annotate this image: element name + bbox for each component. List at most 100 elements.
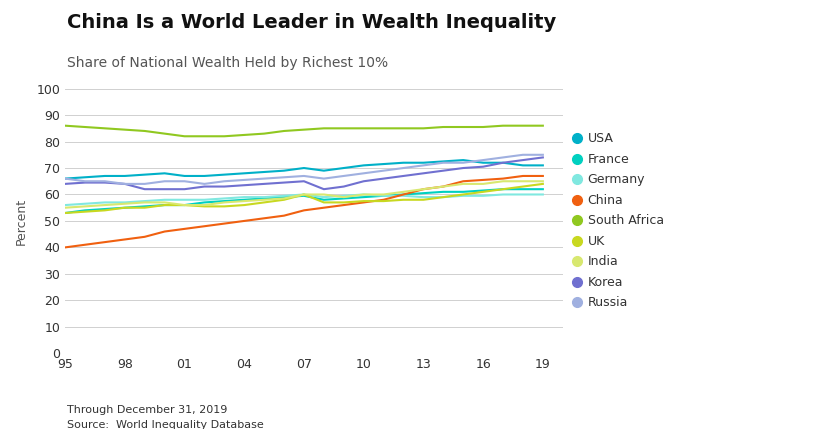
UK [199,204,209,209]
Germany [60,202,70,208]
France [219,199,229,204]
USA [199,173,209,178]
China [120,237,130,242]
France [60,211,70,216]
Germany [398,193,408,198]
USA [339,166,349,171]
UK [180,202,190,208]
China [100,239,110,245]
France [80,208,90,213]
India [498,178,508,184]
India [279,196,289,201]
China [339,202,349,208]
Russia [219,178,229,184]
USA [319,168,329,173]
Korea [418,171,428,176]
France [160,202,170,208]
South Africa [359,126,369,131]
India [160,200,170,205]
South Africa [80,124,90,130]
UK [398,197,408,202]
Line: South Africa: South Africa [65,126,543,136]
Germany [259,195,269,200]
Line: France: France [65,189,543,213]
Germany [80,201,90,206]
UK [100,208,110,213]
UK [538,181,548,187]
Germany [379,193,389,198]
India [180,202,190,208]
France [239,197,249,202]
Germany [139,199,150,204]
UK [458,192,468,197]
Text: China Is a World Leader in Wealth Inequality: China Is a World Leader in Wealth Inequa… [67,13,556,32]
Germany [100,200,110,205]
China [259,216,269,221]
Line: Russia: Russia [65,155,543,184]
India [299,192,309,197]
Russia [60,176,70,181]
France [199,200,209,205]
Russia [120,181,130,187]
India [359,192,369,197]
China [418,187,428,192]
Text: Source:  World Inequality Database: Source: World Inequality Database [67,420,264,429]
UK [80,209,90,214]
USA [180,173,190,178]
Korea [319,187,329,192]
Germany [199,197,209,202]
Line: UK: UK [65,184,543,213]
China [359,200,369,205]
South Africa [438,124,449,130]
USA [160,171,170,176]
USA [438,159,449,164]
Korea [478,164,488,169]
UK [319,200,329,205]
Germany [180,197,190,202]
USA [60,176,70,181]
USA [538,163,548,168]
UK [359,199,369,204]
Russia [418,163,428,168]
Russia [160,178,170,184]
China [299,208,309,213]
Germany [319,195,329,200]
USA [359,163,369,168]
Korea [160,187,170,192]
China [160,229,170,234]
Korea [538,155,548,160]
China [458,178,468,184]
South Africa [319,126,329,131]
UK [498,187,508,192]
Russia [199,181,209,187]
India [319,192,329,197]
Russia [438,160,449,165]
Germany [458,193,468,198]
USA [379,161,389,166]
China [239,218,249,224]
USA [279,168,289,173]
South Africa [199,134,209,139]
France [538,187,548,192]
UK [60,211,70,216]
South Africa [498,123,508,128]
India [398,189,408,194]
Russia [259,176,269,181]
South Africa [239,133,249,138]
USA [498,160,508,165]
South Africa [458,124,468,130]
France [100,206,110,211]
South Africa [398,126,408,131]
USA [418,160,428,165]
France [458,189,468,194]
France [379,193,389,198]
South Africa [139,128,150,133]
South Africa [180,134,190,139]
UK [239,202,249,208]
UK [518,184,528,189]
USA [398,160,408,165]
China [139,234,150,239]
Germany [498,192,508,197]
Russia [359,171,369,176]
China [438,184,449,189]
